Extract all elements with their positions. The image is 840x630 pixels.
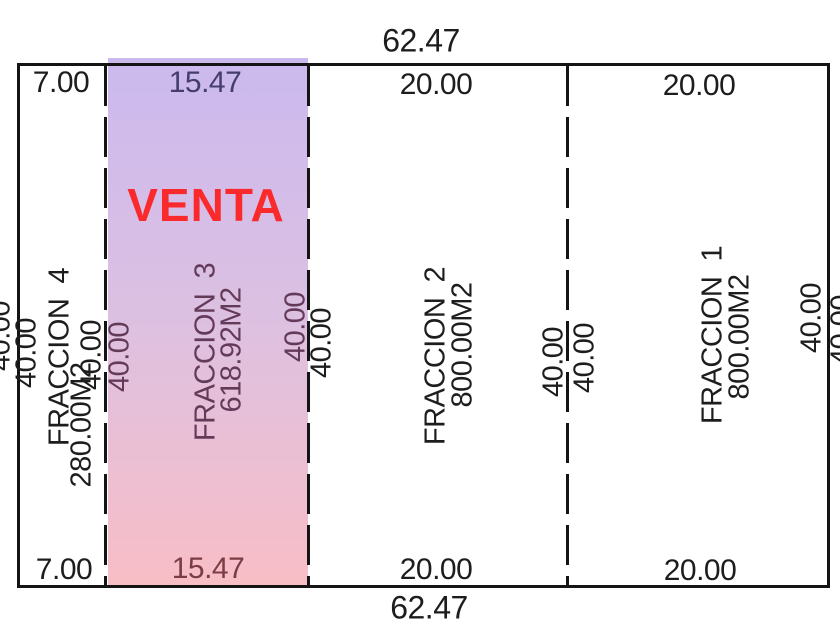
divider-fraccion3-fraccion2	[307, 66, 310, 585]
dim-top-fraccion3: 15.47	[168, 66, 242, 99]
fraccion4-area: 280.00M2	[65, 362, 98, 488]
fraccion3-area: 618.92M2	[215, 287, 248, 413]
divider-fraccion4-fraccion3	[104, 66, 107, 585]
dim-bottom-fraccion4: 7.00	[35, 553, 93, 586]
dim-depth-right-outer: 40.00	[825, 294, 840, 366]
dim-depth-div1-right: 40.00	[103, 321, 136, 393]
divider-fraccion2-fraccion1	[566, 66, 569, 585]
dim-depth-div3-left: 40.00	[537, 326, 570, 398]
dim-total-top: 62.47	[382, 22, 460, 59]
dim-depth-div3-right: 40.00	[568, 322, 601, 394]
dim-depth-left-inner: 40.00	[10, 317, 43, 389]
dim-depth-right-inner: 40.00	[795, 282, 828, 354]
fraccion2-area: 800.00M2	[446, 282, 479, 408]
dim-total-bottom: 62.47	[390, 589, 468, 626]
dim-top-fraccion4: 7.00	[32, 66, 90, 99]
dim-depth-div2-right: 40.00	[305, 307, 338, 379]
fraccion1-area: 800.00M2	[723, 274, 756, 400]
dim-top-fraccion2: 20.00	[399, 68, 473, 101]
venta-highlight	[108, 58, 308, 585]
plot-boundary	[17, 63, 830, 588]
dim-top-fraccion1: 20.00	[662, 69, 736, 102]
dim-bottom-fraccion1: 20.00	[663, 554, 737, 587]
venta-label: VENTA	[127, 179, 285, 231]
dim-bottom-fraccion3: 15.47	[171, 552, 245, 585]
dim-bottom-fraccion2: 20.00	[399, 553, 473, 586]
